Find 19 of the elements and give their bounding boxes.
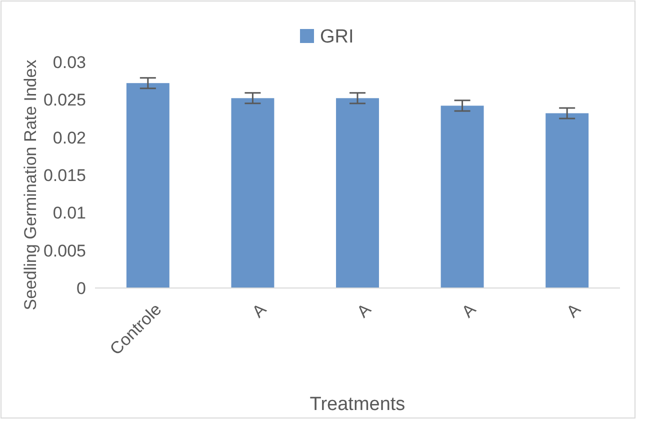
- y-tick-label: 0.02: [52, 128, 86, 148]
- bar: [546, 113, 589, 288]
- bar: [231, 98, 274, 288]
- x-tick-label: A: [458, 299, 480, 322]
- x-tick-label: A: [353, 299, 376, 322]
- y-tick-label: 0: [76, 278, 86, 298]
- y-tick-label: 0.025: [43, 90, 86, 110]
- y-tick-label: 0.015: [43, 166, 86, 185]
- bar: [440, 106, 484, 288]
- x-tick-label: A: [248, 299, 270, 322]
- bar: [336, 98, 379, 288]
- x-tick-label: A: [562, 299, 585, 322]
- y-axis-title: Seedling Germination Rate Index: [21, 59, 40, 310]
- legend-label: GRI: [320, 26, 354, 48]
- y-tick-label: 0.01: [52, 204, 86, 223]
- bar: [126, 83, 170, 288]
- y-tick-label: 0.005: [43, 241, 86, 260]
- x-axis-title: Treatments: [310, 394, 406, 415]
- y-tick-label: 0.03: [52, 52, 86, 72]
